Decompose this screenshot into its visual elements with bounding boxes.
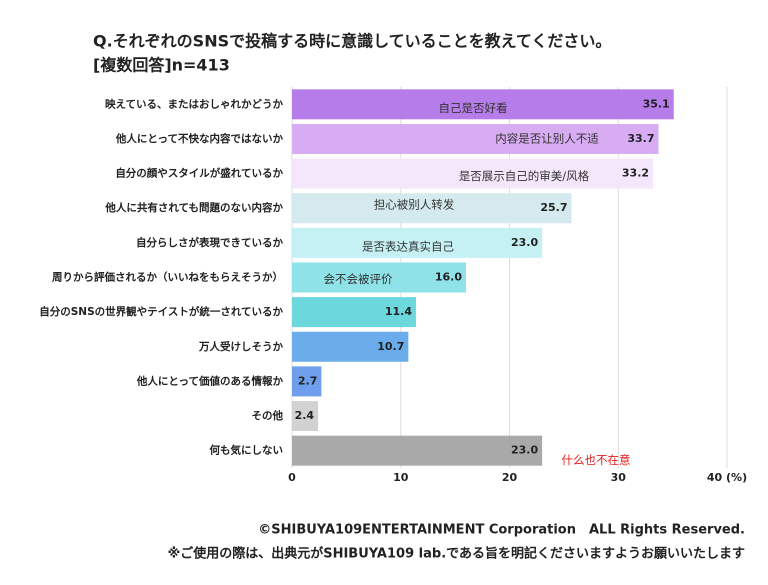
bar — [292, 123, 659, 154]
value-label: 10.7 — [377, 340, 404, 353]
annotation: 什么也不在意 — [562, 453, 631, 467]
value-label: 23.0 — [511, 236, 538, 249]
category-label: 何も気にしない — [210, 444, 284, 457]
category-label: 自分の顔やスタイルが盛れているか — [115, 167, 283, 180]
category-label: 映えている、またはおしゃれかどうか — [105, 97, 283, 110]
x-tick-label: 0 — [288, 471, 296, 484]
annotation: 是否表达真实自己 — [362, 239, 454, 253]
bar — [292, 158, 654, 189]
annotation: 内容是否让别人不适 — [495, 131, 599, 145]
value-label: 35.1 — [643, 97, 670, 110]
bar — [292, 435, 543, 466]
category-label: 他人にとって不快な内容ではないか — [115, 132, 284, 145]
x-tick-label: 40 (%) — [707, 471, 747, 484]
chart-title: Q.それぞれのSNSで投稿する時に意識していることを教えてください。 — [93, 32, 611, 51]
value-label: 33.2 — [622, 167, 649, 180]
value-label: 2.7 — [298, 374, 318, 387]
bar — [292, 227, 543, 258]
category-label: その他 — [252, 409, 284, 422]
x-tick-label: 30 — [611, 471, 627, 484]
bar — [292, 366, 322, 397]
category-label: 万人受けしそうか — [198, 340, 283, 353]
chart-subtitle: [複数回答]n=413 — [93, 56, 230, 75]
bar — [292, 297, 416, 328]
value-label: 23.0 — [511, 444, 538, 457]
bar — [292, 401, 319, 432]
x-tick-label: 20 — [502, 471, 518, 484]
annotation: 会不会被评价 — [324, 272, 393, 286]
category-label: 他人に共有されても問題のない内容か — [104, 201, 283, 214]
value-label: 25.7 — [540, 201, 567, 214]
bar — [292, 193, 572, 224]
category-label: 自分らしさが表現できているか — [136, 236, 283, 249]
value-label: 2.4 — [295, 409, 315, 422]
value-label: 33.7 — [627, 132, 654, 145]
footer-copyright: ©SHIBUYA109ENTERTAINMENT Corporation ALL… — [258, 523, 745, 538]
annotation: 自己是否好看 — [439, 101, 508, 115]
bar — [292, 89, 674, 120]
value-label: 11.4 — [385, 305, 412, 318]
category-label: 他人にとって価値のある情報か — [136, 374, 284, 387]
category-label: 自分のSNSの世界観やテイストが統一されているか — [39, 305, 283, 318]
category-label: 周りから評価されるか（いいねをもらえそうか） — [52, 271, 283, 284]
annotation: 担心被别人转发 — [374, 198, 455, 212]
footer-note: ※ご使用の際は、出典元がSHIBUYA109 lab.である旨を明記くださいます… — [168, 546, 745, 562]
x-tick-label: 10 — [393, 471, 409, 484]
bar — [292, 262, 466, 293]
bar — [292, 331, 409, 362]
annotation: 是否展示自己的审美/风格 — [459, 169, 590, 183]
value-label: 16.0 — [435, 271, 462, 284]
